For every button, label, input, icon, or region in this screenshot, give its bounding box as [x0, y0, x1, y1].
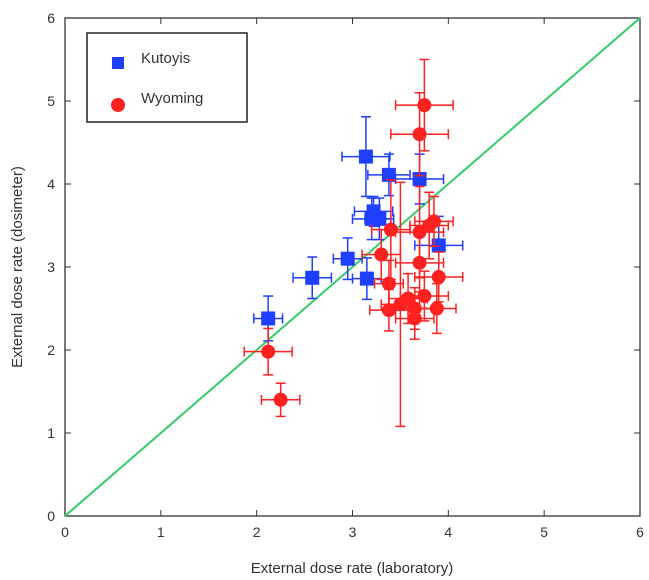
data-point-circle	[432, 270, 446, 284]
data-point-circle	[413, 225, 427, 239]
legend-marker-square	[112, 57, 124, 69]
data-point-square	[367, 204, 381, 218]
y-tick-label: 1	[47, 425, 55, 441]
x-tick-label: 0	[61, 524, 69, 540]
y-tick-label: 6	[47, 10, 55, 26]
data-point-circle	[374, 248, 388, 262]
x-tick-label: 1	[157, 524, 165, 540]
legend-box	[87, 33, 247, 122]
x-tick-labels: 0 1 2 3 4 5 6	[61, 524, 644, 540]
data-point-square	[341, 252, 355, 266]
x-tick-label: 4	[444, 524, 452, 540]
x-tick-label: 6	[636, 524, 644, 540]
data-point-square	[359, 150, 373, 164]
legend-marker-circle	[111, 98, 125, 112]
data-point-circle	[427, 214, 441, 228]
y-tick-labels: 0 1 2 3 4 5 6	[47, 10, 55, 524]
data-point-circle	[417, 98, 431, 112]
legend-label: Wyoming	[141, 90, 203, 107]
x-axis-label: External dose rate (laboratory)	[251, 560, 454, 577]
data-point-circle	[417, 289, 431, 303]
data-point-circle	[261, 345, 275, 359]
data-point-square	[360, 272, 374, 286]
data-point-circle	[430, 302, 444, 316]
legend-label: Kutoyis	[141, 50, 190, 67]
x-tick-label: 2	[253, 524, 261, 540]
y-axis-label: External dose rate (dosimeter)	[9, 166, 26, 368]
data-point-square	[261, 311, 275, 325]
data-point-circle	[274, 393, 288, 407]
y-tick-label: 3	[47, 259, 55, 275]
legend: Kutoyis Wyoming	[87, 33, 247, 122]
y-tick-label: 5	[47, 93, 55, 109]
x-tick-label: 3	[349, 524, 357, 540]
x-tick-label: 5	[540, 524, 548, 540]
y-tick-label: 4	[47, 176, 55, 192]
y-tick-label: 0	[47, 508, 55, 524]
data-point-square	[305, 271, 319, 285]
y-tick-label: 2	[47, 342, 55, 358]
